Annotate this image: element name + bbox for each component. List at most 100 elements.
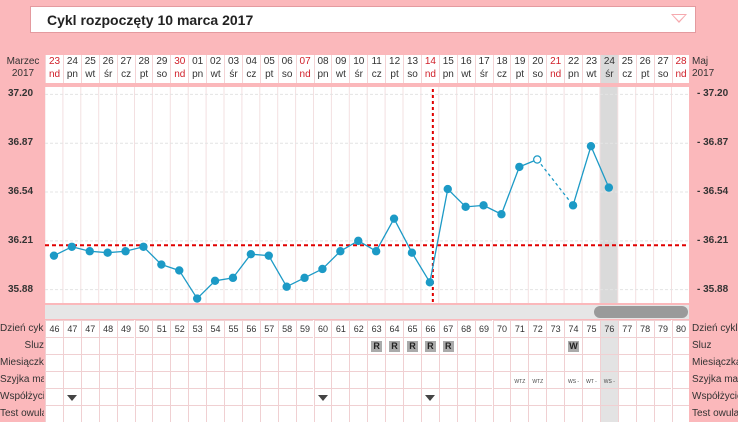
grid-cell[interactable] [152, 354, 171, 371]
date-cell[interactable]: 24 śr [599, 55, 618, 83]
grid-cell[interactable] [671, 354, 690, 371]
grid-cell[interactable] [277, 405, 296, 422]
grid-cell[interactable] [331, 388, 350, 405]
cycle-day-cell[interactable]: 47 [62, 320, 81, 337]
date-cell[interactable]: 29 so [152, 55, 170, 83]
grid-cell[interactable] [224, 388, 242, 405]
grid-cell[interactable] [295, 354, 314, 371]
grid-cell[interactable] [653, 405, 672, 422]
grid-cell[interactable] [474, 405, 493, 422]
grid-cell[interactable] [456, 388, 475, 405]
grid-cell[interactable] [492, 405, 511, 422]
grid-cell[interactable] [277, 371, 296, 388]
grid-cell[interactable] [170, 405, 189, 422]
grid-cell[interactable] [295, 371, 314, 388]
grid-cell[interactable] [170, 337, 189, 354]
grid-cell[interactable] [62, 354, 81, 371]
grid-cell[interactable] [420, 388, 439, 405]
grid-cell[interactable] [206, 337, 224, 354]
grid-cell[interactable] [259, 337, 278, 354]
cycle-day-cell[interactable]: 74 [564, 320, 582, 337]
date-cell[interactable]: 04 cz [241, 55, 260, 83]
grid-cell[interactable] [349, 354, 368, 371]
grid-cell[interactable] [349, 405, 368, 422]
grid-cell[interactable] [331, 354, 350, 371]
grid-cell[interactable] [277, 388, 296, 405]
grid-cell[interactable] [152, 371, 171, 388]
cycle-day-cell[interactable]: 61 [331, 320, 350, 337]
date-cell[interactable]: 08 pn [313, 55, 332, 83]
date-cell[interactable]: 20 so [528, 55, 546, 83]
date-cell[interactable]: 07 nd [295, 55, 314, 83]
grid-cell[interactable] [528, 337, 547, 354]
date-cell[interactable]: 16 wt [456, 55, 475, 83]
grid-cell[interactable] [80, 337, 99, 354]
cycle-day-cell[interactable]: 69 [474, 320, 493, 337]
grid-cell[interactable] [116, 337, 135, 354]
date-cell[interactable]: 15 pn [438, 55, 457, 83]
cycle-day-cell[interactable]: 76 [599, 320, 618, 337]
grid-cell[interactable] [98, 354, 117, 371]
grid-cell[interactable] [385, 371, 403, 388]
grid-cell[interactable] [385, 388, 403, 405]
grid-cell[interactable] [277, 354, 296, 371]
date-cell[interactable]: 05 pt [259, 55, 278, 83]
grid-cell[interactable] [492, 388, 511, 405]
grid-cell[interactable] [295, 388, 314, 405]
cycle-day-cell[interactable]: 71 [510, 320, 529, 337]
grid-cell[interactable] [510, 405, 529, 422]
scrollbar-track[interactable] [45, 305, 689, 319]
grid-cell[interactable] [152, 337, 171, 354]
cycle-day-cell[interactable]: 65 [403, 320, 421, 337]
grid-cell[interactable] [134, 388, 153, 405]
grid-cell[interactable] [45, 337, 63, 354]
cycle-day-cell[interactable]: 47 [80, 320, 99, 337]
date-cell[interactable]: 03 śr [224, 55, 242, 83]
grid-cell[interactable] [241, 388, 260, 405]
grid-cell[interactable] [45, 354, 63, 371]
cycle-day-cell[interactable]: 73 [546, 320, 565, 337]
grid-cell[interactable] [188, 405, 207, 422]
cycle-day-cell[interactable]: 46 [45, 320, 63, 337]
date-cell[interactable]: 23 nd [45, 55, 63, 83]
scrollbar-thumb[interactable] [594, 306, 688, 318]
date-cell[interactable]: 09 wt [331, 55, 349, 83]
grid-cell[interactable] [438, 354, 457, 371]
grid-cell[interactable] [170, 371, 189, 388]
cycle-day-cell[interactable]: 54 [206, 320, 224, 337]
grid-cell[interactable] [438, 405, 457, 422]
grid-cell[interactable] [420, 371, 439, 388]
grid-cell[interactable] [224, 337, 242, 354]
date-cell[interactable]: 27 cz [116, 55, 135, 83]
date-cell[interactable]: 23 wt [582, 55, 600, 83]
grid-cell[interactable]: WTZ [528, 371, 547, 388]
date-cell[interactable]: 27 so [653, 55, 672, 83]
date-cell[interactable]: 12 pt [385, 55, 403, 83]
grid-cell[interactable] [241, 354, 260, 371]
cycle-day-cell[interactable]: 80 [671, 320, 690, 337]
date-cell[interactable]: 14 nd [420, 55, 439, 83]
grid-cell[interactable] [295, 337, 314, 354]
cycle-day-cell[interactable]: 70 [492, 320, 511, 337]
grid-cell[interactable] [116, 354, 135, 371]
grid-cell[interactable] [134, 371, 153, 388]
grid-cell[interactable] [671, 371, 690, 388]
grid-cell[interactable] [313, 388, 332, 405]
grid-cell[interactable] [510, 354, 529, 371]
date-cell[interactable]: 28 pt [134, 55, 153, 83]
date-cell[interactable]: 19 pt [510, 55, 528, 83]
grid-cell[interactable] [259, 405, 278, 422]
grid-cell[interactable] [546, 371, 565, 388]
grid-cell[interactable] [546, 388, 565, 405]
grid-cell[interactable] [98, 405, 117, 422]
grid-cell[interactable] [438, 371, 457, 388]
date-cell[interactable]: 26 śr [98, 55, 117, 83]
grid-cell[interactable] [349, 388, 368, 405]
grid-cell[interactable] [456, 371, 475, 388]
date-cell[interactable]: 22 pn [564, 55, 582, 83]
grid-cell[interactable] [62, 337, 81, 354]
grid-cell[interactable] [474, 337, 493, 354]
grid-cell[interactable] [224, 405, 242, 422]
grid-cell[interactable] [635, 337, 654, 354]
cycle-day-cell[interactable]: 62 [349, 320, 368, 337]
